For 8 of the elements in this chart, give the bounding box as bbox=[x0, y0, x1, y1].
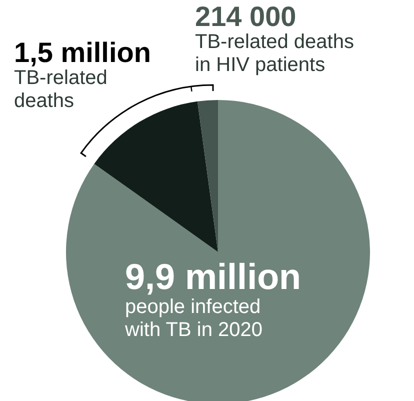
slice-label: TB-related deaths bbox=[14, 67, 108, 114]
text: 1,5 million bbox=[14, 37, 152, 68]
slice-label: people infected with TB in 2020 bbox=[125, 296, 264, 342]
slice-label: TB-related deaths in HIV patients bbox=[195, 31, 355, 78]
pie-slice bbox=[197, 100, 218, 252]
text: 214 000 bbox=[195, 1, 298, 32]
pie-slice bbox=[94, 101, 218, 252]
text: 9,9 million bbox=[125, 256, 302, 297]
